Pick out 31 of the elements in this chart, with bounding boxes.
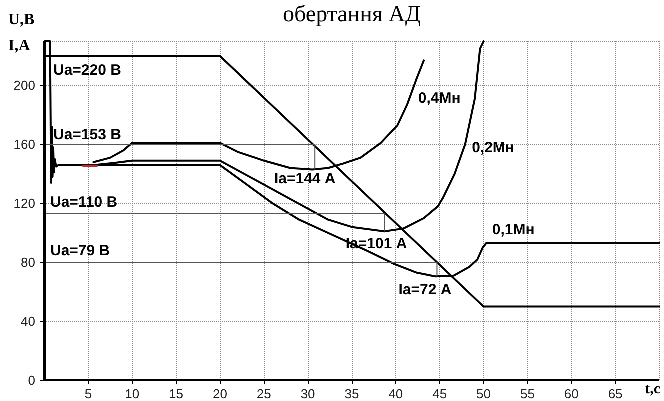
chart-title: обертання АД [282,2,422,26]
annotation: Ia=144 А [274,170,336,188]
y-tick-label: 40 [21,314,36,330]
x-tick-label: 20 [212,386,228,401]
y-tick-label: 200 [14,78,36,94]
annotation: 0,2Мн [472,139,514,156]
x-tick-label: 30 [300,386,316,401]
y-tick-label: 0 [28,373,36,388]
x-tick-label: 40 [388,386,404,401]
x-tick-label: 50 [476,386,492,401]
x-tick-label: 65 [608,386,623,401]
x-tick-label: 15 [169,386,184,401]
annotation: Ia=72 А [398,282,452,299]
x-tick-label: 35 [344,386,360,401]
x-tick-label: 5 [84,386,92,401]
annotation: Ua=79 В [50,242,110,260]
annotation: Ua=153 В [54,126,122,144]
annotation: Ua=110 В [50,194,118,211]
x-tick-label: 25 [256,386,272,401]
x-axis-title: t,с [645,382,661,398]
x-tick-label: 60 [564,386,579,401]
x-tick-label: 45 [432,386,448,401]
y-tick-label: 120 [14,196,36,212]
annotation: 0,1Мн [492,221,535,238]
annotation: Ua=220 В [54,62,122,80]
y-axis-title: U,В I,А [8,12,36,54]
y-tick-label: 160 [14,137,36,152]
y-tick-label: 80 [21,255,36,270]
x-tick-label: 10 [125,386,140,401]
x-tick-label: 55 [520,386,535,401]
annotation: 0,4Мн [418,90,461,107]
